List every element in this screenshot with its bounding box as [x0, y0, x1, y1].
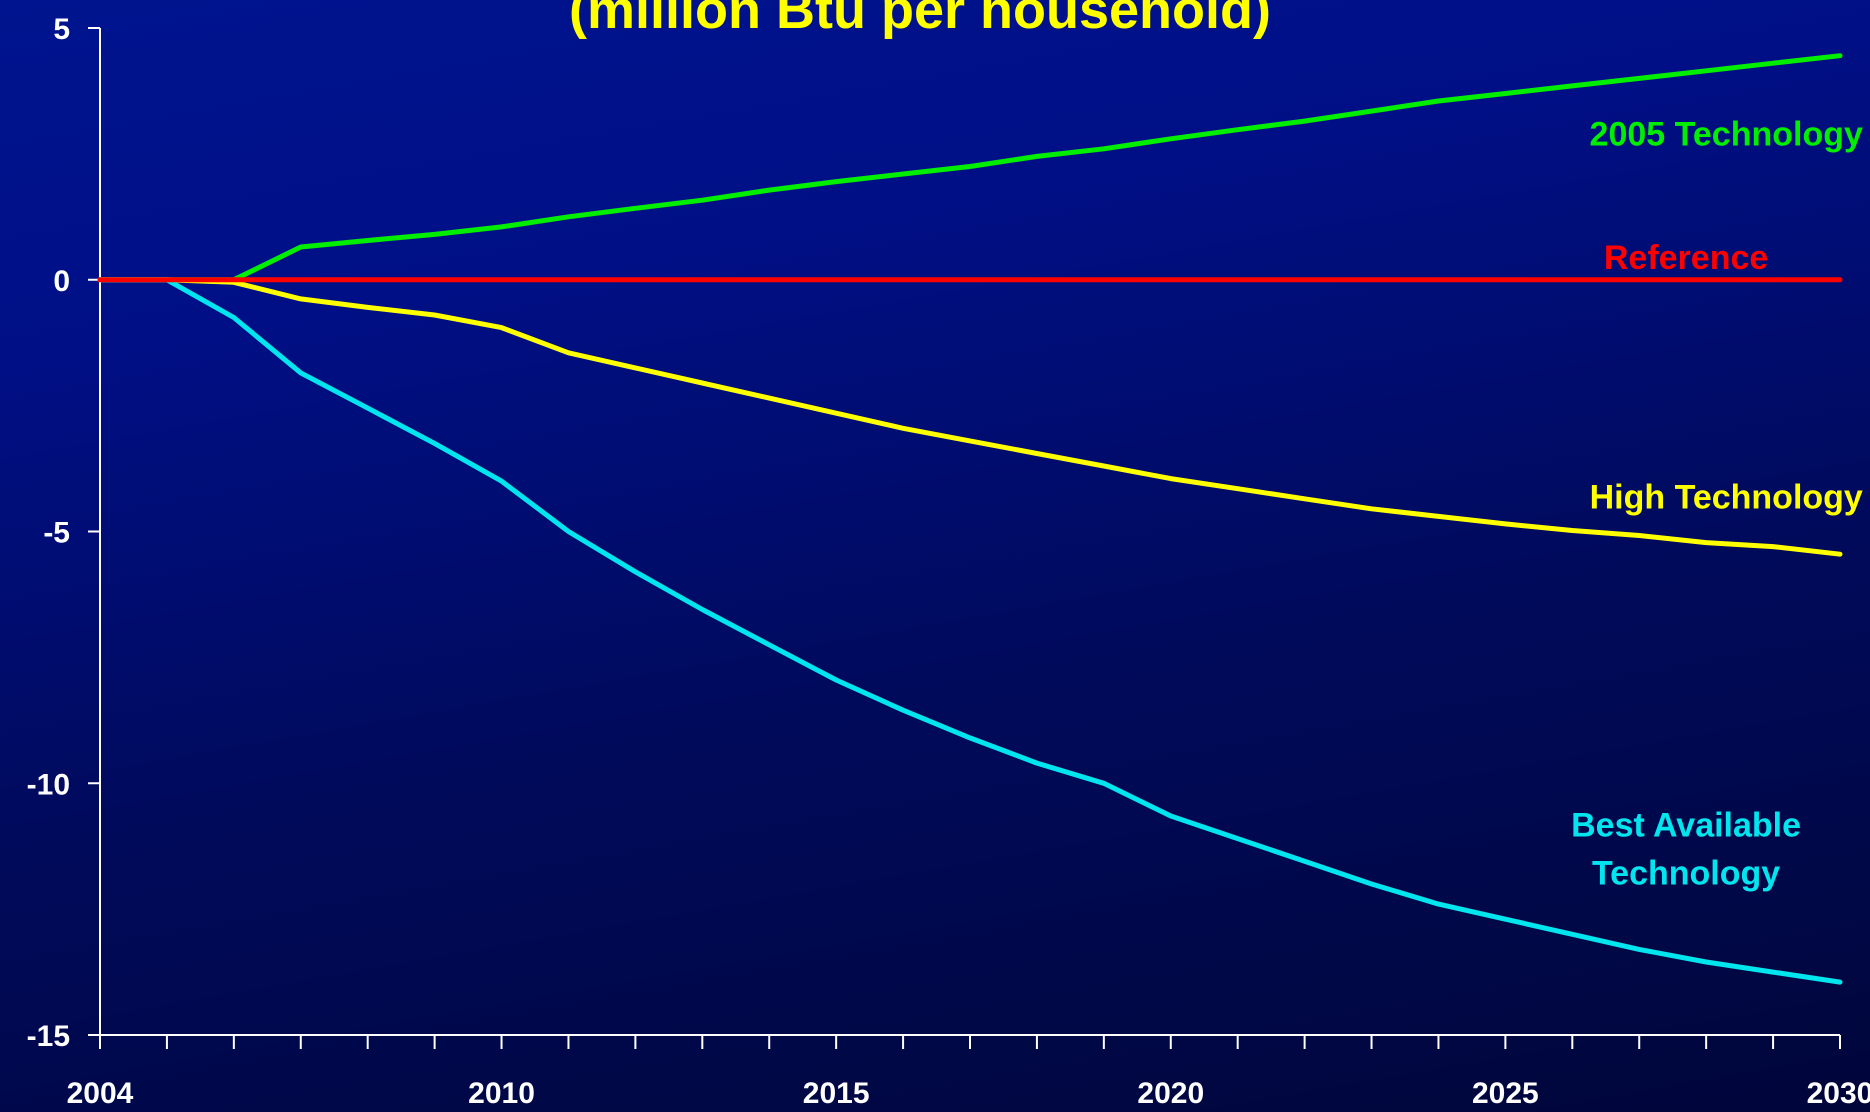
y-tick-label: 0 — [53, 265, 70, 298]
series-line-2005-technology — [97, 53, 1843, 283]
x-tick-label: 2004 — [67, 1077, 134, 1110]
y-tick-label: -5 — [43, 517, 70, 550]
y-tick-label: 5 — [53, 13, 70, 46]
x-tick-label: 2030 — [1807, 1077, 1870, 1110]
series-label-best-available-technology: Best Available — [1571, 807, 1801, 845]
x-axis-ticks: 2004 2010 2015 2020 2025 2030 — [67, 1035, 1870, 1110]
chart-title: (million Btu per household) — [569, 0, 1271, 40]
y-tick-label: -15 — [27, 1020, 70, 1053]
x-tick-label: 2025 — [1472, 1077, 1539, 1110]
series-label-high-technology: High Technology — [1590, 478, 1863, 516]
series-labels: 2005 Technology Reference High Technology B… — [1571, 116, 1863, 893]
x-tick-label: 2020 — [1137, 1077, 1204, 1110]
series-line-high-technology — [97, 277, 1843, 557]
y-axis-ticks: 5 0 -5 -10 -15 — [27, 13, 100, 1053]
series-label-2005-technology: 2005 Technology — [1590, 116, 1863, 154]
x-tick-label: 2015 — [803, 1077, 870, 1110]
series-lines — [97, 53, 1843, 985]
series-line-best-available-technology — [97, 277, 1843, 985]
y-tick-label: -10 — [27, 768, 70, 801]
x-tick-label: 2010 — [468, 1077, 535, 1110]
series-label-best-available-technology: Technology — [1592, 855, 1780, 893]
series-label-reference: Reference — [1604, 239, 1768, 277]
